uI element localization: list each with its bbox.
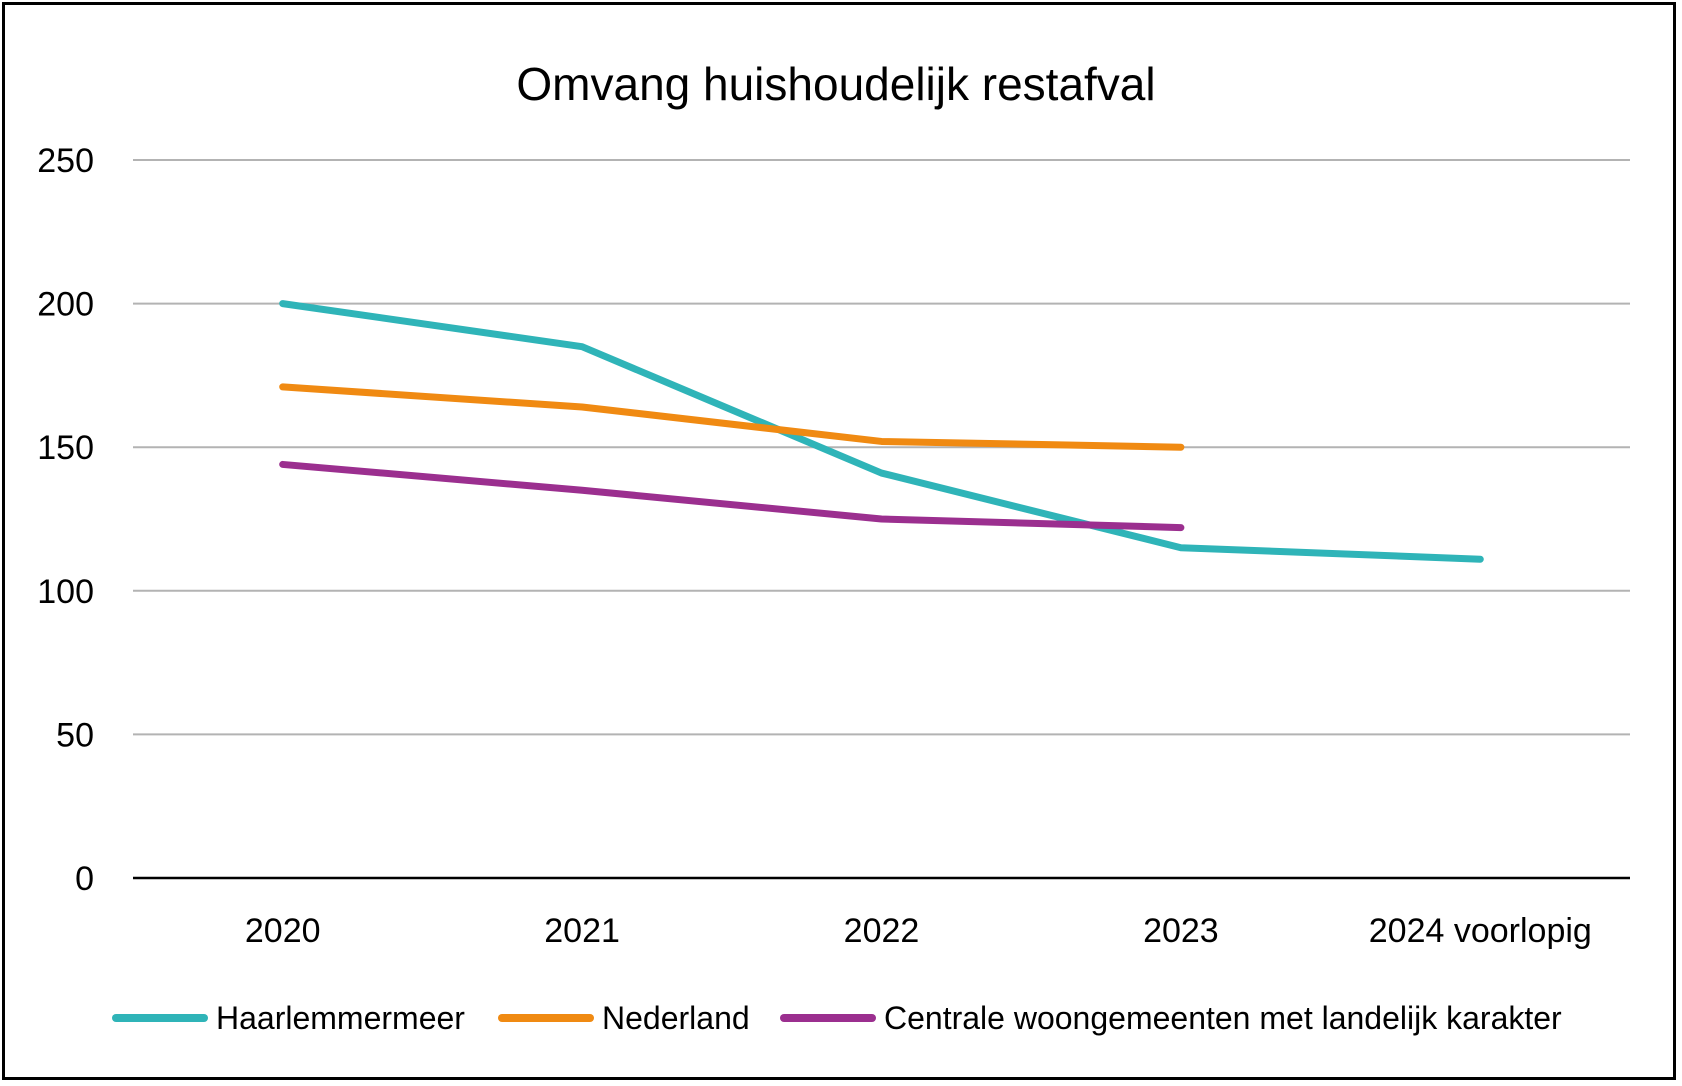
legend-label: Centrale woongemeenten met landelijk kar… bbox=[884, 1000, 1562, 1036]
series-line-1 bbox=[279, 383, 1185, 451]
gridlines bbox=[133, 159, 1630, 880]
y-tick-label: 0 bbox=[75, 860, 94, 898]
y-tick-label: 200 bbox=[37, 286, 94, 324]
x-tick-label: 2020 bbox=[245, 912, 321, 950]
y-tick-label: 100 bbox=[37, 573, 94, 611]
series-line-2 bbox=[279, 460, 1185, 532]
x-tick-label: 2021 bbox=[544, 912, 620, 950]
legend-label: Nederland bbox=[602, 1000, 750, 1036]
legend: Haarlemmermeer Nederland Centrale woongeme… bbox=[112, 1000, 1562, 1036]
y-tick-label: 250 bbox=[37, 142, 94, 180]
y-tick-label: 50 bbox=[56, 716, 94, 754]
legend-label: Haarlemmermeer bbox=[216, 1000, 465, 1036]
x-tick-label: 2023 bbox=[1143, 912, 1219, 950]
x-axis-ticks: 2020 2021 2022 2023 2024 voorlopig bbox=[245, 912, 1592, 950]
series-lines bbox=[279, 300, 1484, 563]
x-tick-label: 2022 bbox=[844, 912, 920, 950]
chart-title: Omvang huishoudelijk restafval bbox=[516, 58, 1155, 110]
x-tick-label: 2024 voorlopig bbox=[1369, 912, 1592, 950]
y-axis-ticks: 0 50 100 150 200 250 bbox=[37, 142, 94, 898]
y-tick-label: 150 bbox=[37, 429, 94, 467]
